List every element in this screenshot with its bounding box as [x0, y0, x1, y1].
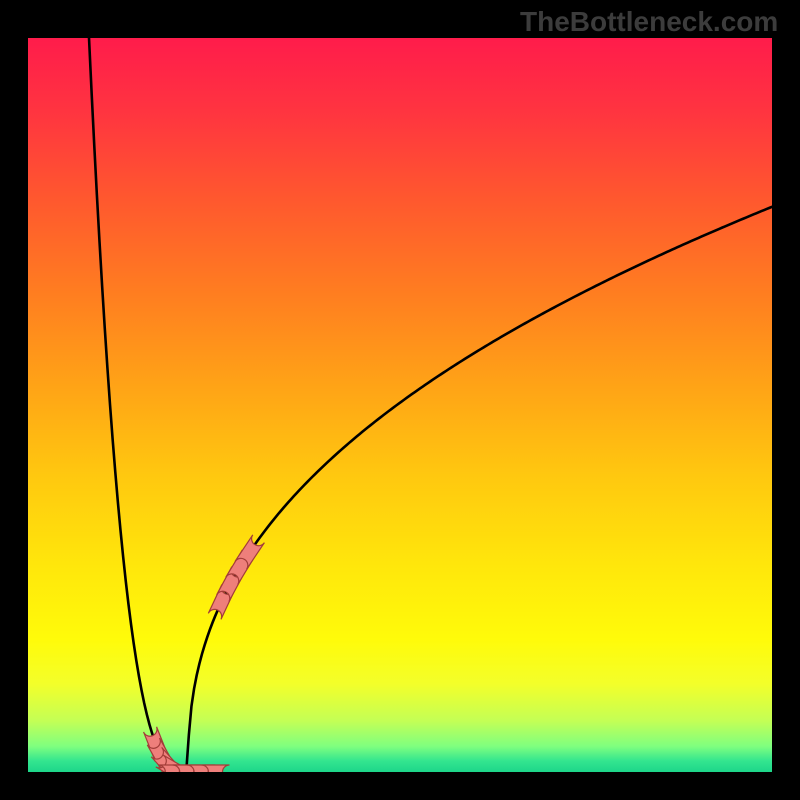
watermark-text: TheBottleneck.com: [520, 6, 778, 38]
chart-canvas: TheBottleneck.com: [0, 0, 800, 800]
data-markers: [28, 38, 772, 772]
plot-area: [28, 38, 772, 772]
